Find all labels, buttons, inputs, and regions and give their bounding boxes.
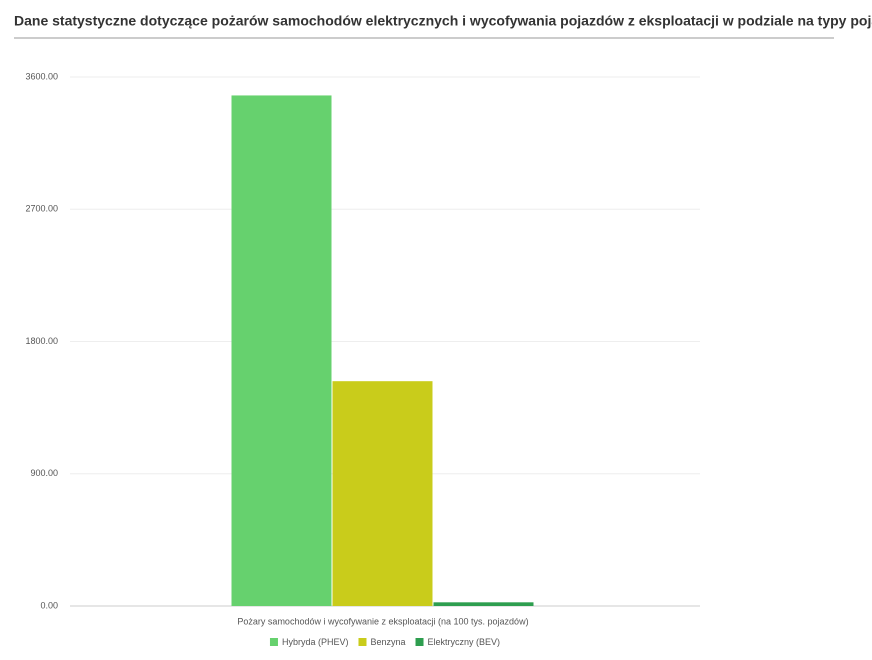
legend-label: Elektryczny (BEV) bbox=[428, 637, 501, 647]
legend-swatch bbox=[358, 638, 367, 646]
bar bbox=[433, 602, 534, 606]
y-tick-label: 2700.00 bbox=[25, 204, 58, 214]
y-tick-label: 3600.00 bbox=[25, 71, 58, 81]
legend-swatch bbox=[415, 638, 424, 646]
y-tick-label: 0.00 bbox=[40, 600, 58, 610]
chart-title: Dane statystyczne dotyczące pożarów samo… bbox=[14, 13, 872, 29]
legend-label: Hybryda (PHEV) bbox=[282, 637, 349, 647]
bar bbox=[231, 95, 332, 606]
bar bbox=[332, 381, 433, 606]
y-tick-label: 900.00 bbox=[30, 468, 58, 478]
legend-label: Benzyna bbox=[370, 637, 405, 647]
x-tick-label: Pożary samochodów i wycofywanie z eksplo… bbox=[237, 616, 528, 626]
legend-swatch bbox=[269, 638, 278, 646]
y-tick-label: 1800.00 bbox=[25, 336, 58, 346]
